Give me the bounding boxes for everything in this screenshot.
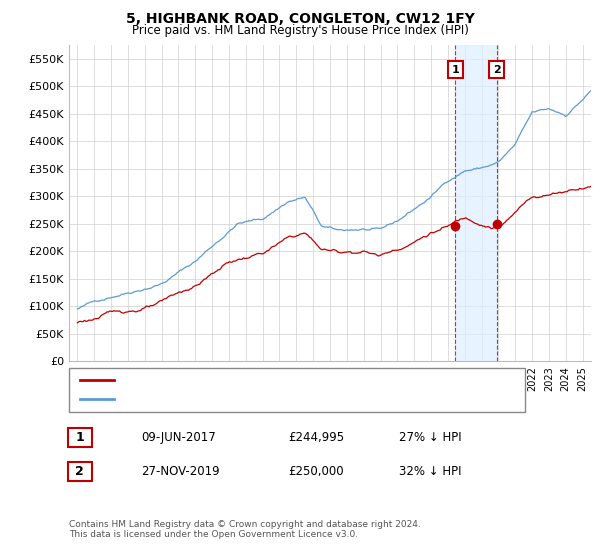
Text: 32% ↓ HPI: 32% ↓ HPI xyxy=(399,465,461,478)
Text: 5, HIGHBANK ROAD, CONGLETON, CW12 1FY: 5, HIGHBANK ROAD, CONGLETON, CW12 1FY xyxy=(125,12,475,26)
Text: Price paid vs. HM Land Registry's House Price Index (HPI): Price paid vs. HM Land Registry's House … xyxy=(131,24,469,36)
Text: 2: 2 xyxy=(493,64,500,74)
Text: Contains HM Land Registry data © Crown copyright and database right 2024.
This d: Contains HM Land Registry data © Crown c… xyxy=(69,520,421,539)
Text: 27-NOV-2019: 27-NOV-2019 xyxy=(141,465,220,478)
Bar xyxy=(455,45,497,361)
Text: 2: 2 xyxy=(76,465,84,478)
Text: 1: 1 xyxy=(451,64,459,74)
Text: 5, HIGHBANK ROAD, CONGLETON, CW12 1FY (detached house): 5, HIGHBANK ROAD, CONGLETON, CW12 1FY (d… xyxy=(121,375,451,385)
Text: 1: 1 xyxy=(76,431,84,445)
Text: £244,995: £244,995 xyxy=(288,431,344,445)
Text: £250,000: £250,000 xyxy=(288,465,344,478)
Text: 27% ↓ HPI: 27% ↓ HPI xyxy=(399,431,461,445)
Text: 09-JUN-2017: 09-JUN-2017 xyxy=(141,431,216,445)
Text: HPI: Average price, detached house, Cheshire East: HPI: Average price, detached house, Ches… xyxy=(121,394,386,404)
